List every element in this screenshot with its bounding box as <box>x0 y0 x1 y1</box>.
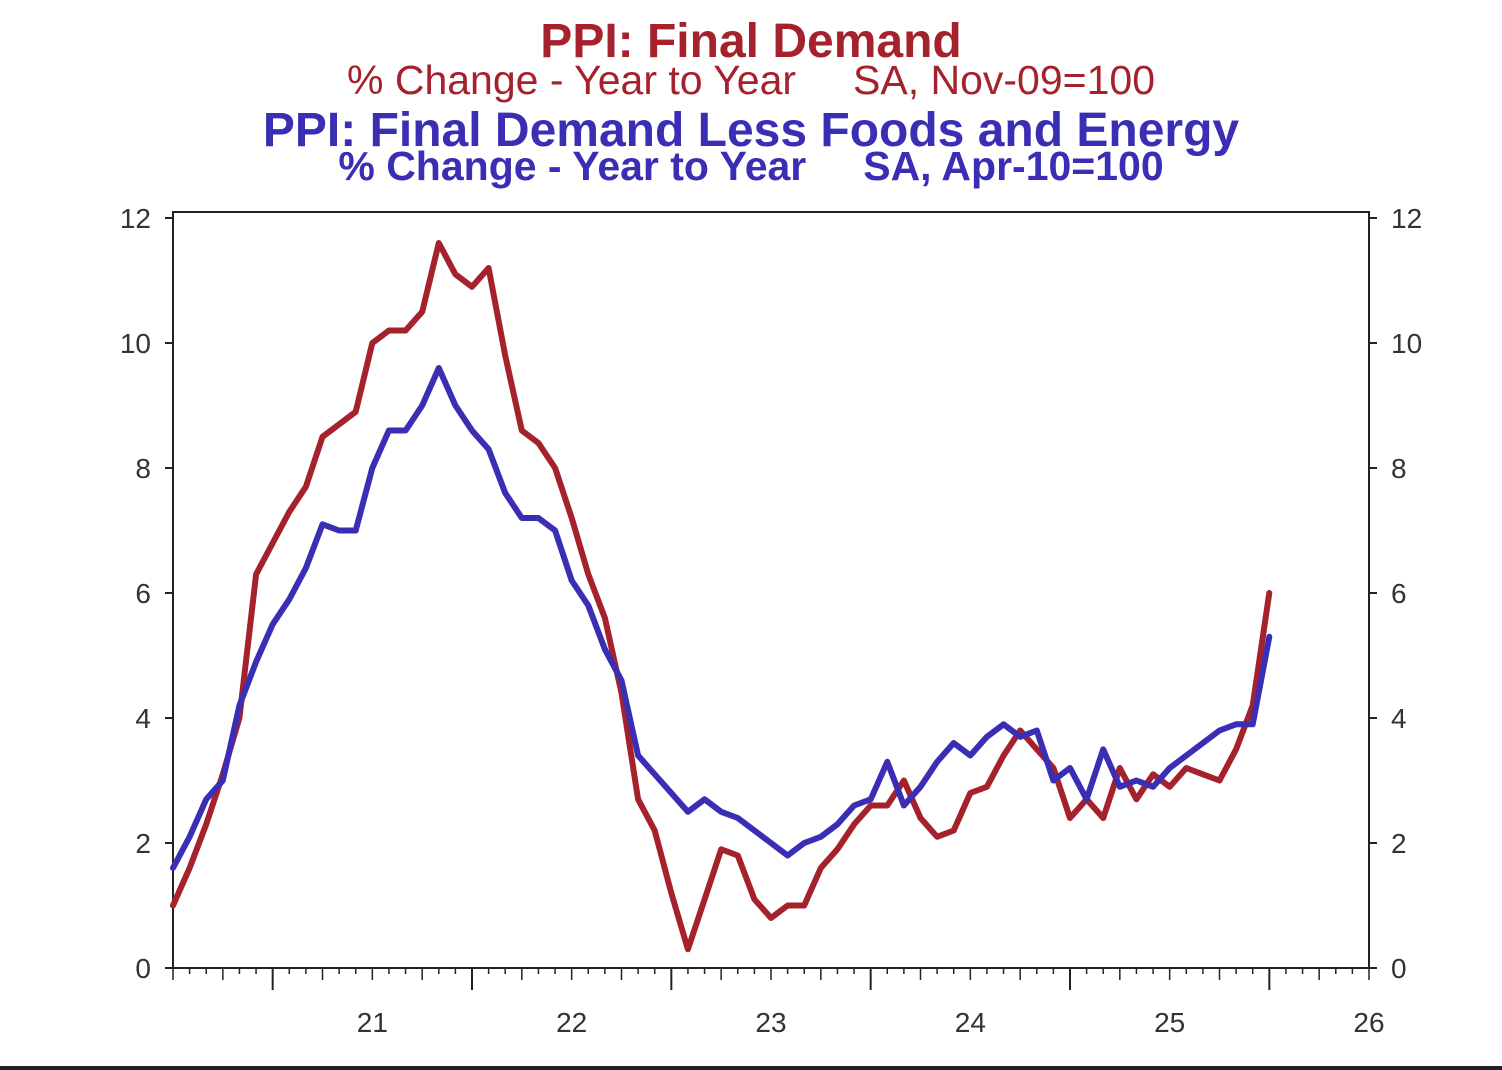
y-tick-label-left: 4 <box>135 703 151 734</box>
y-tick-label-left: 2 <box>135 828 151 859</box>
bottom-border <box>0 1066 1502 1070</box>
x-tick-label: 21 <box>357 1007 388 1038</box>
y-tick-label-right: 0 <box>1391 953 1407 984</box>
plot-frame <box>172 211 1370 969</box>
y-tick-label-left: 10 <box>120 328 151 359</box>
subtitle-core-ppi: % Change - Year to Year SA, Apr-10=100 <box>338 143 1164 189</box>
y-tick-label-right: 8 <box>1391 453 1407 484</box>
y-tick-label-left: 0 <box>135 953 151 984</box>
x-tick-label: 23 <box>755 1007 786 1038</box>
series-line-final-demand <box>170 240 1273 953</box>
series-lines <box>170 240 1273 953</box>
y-tick-label-left: 12 <box>120 203 151 234</box>
y-tick-label-right: 2 <box>1391 828 1407 859</box>
x-tick-label: 26 <box>1353 1007 1384 1038</box>
title-core-ppi: PPI: Final Demand Less Foods and Energy <box>262 104 1240 157</box>
title-final-demand: PPI: Final Demand <box>540 15 962 68</box>
y-tick-label-right: 12 <box>1391 203 1422 234</box>
x-tick-label: 25 <box>1154 1007 1185 1038</box>
y-tick-label-right: 4 <box>1391 703 1407 734</box>
y-tick-label-left: 6 <box>135 578 151 609</box>
y-tick-label-right: 6 <box>1391 578 1407 609</box>
subtitle-final-demand: % Change - Year to Year SA, Nov-09=100 <box>346 57 1156 103</box>
y-tick-label-left: 8 <box>135 453 151 484</box>
y-tick-label-right: 10 <box>1391 328 1422 359</box>
x-tick-label: 22 <box>556 1007 587 1038</box>
x-tick-label: 24 <box>955 1007 986 1038</box>
series-line-core-ppi <box>170 365 1273 871</box>
axis-ticks <box>165 217 1377 990</box>
